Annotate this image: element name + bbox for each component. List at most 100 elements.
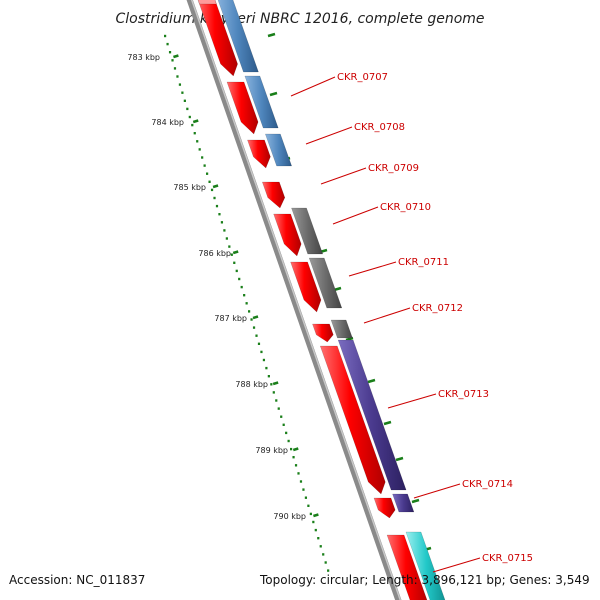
gene-label: CKR_0713 [438,389,489,400]
ruler-dot [225,237,228,240]
forward-gene-arrow [226,81,259,135]
ruler-dot [176,75,179,78]
outer-gene-block [291,207,324,255]
gene-label: CKR_0709 [368,163,419,174]
ruler-dot [280,415,283,418]
kbp-tick-label: 783 kbp [127,53,160,62]
gene-callout-line [332,206,379,225]
ruler-dot [166,42,169,46]
gene-label: CKR_0710 [380,202,431,213]
ruler-dot [257,342,261,345]
kbp-tick-label: 790 kbp [273,512,306,521]
ruler-dot [188,115,191,119]
ruler-dot [292,456,295,459]
kbp-major-tick [313,513,319,518]
gene-callout-line [348,261,397,277]
ruler-dot [183,99,186,102]
ruler-dot [275,399,278,402]
ruler-dot [297,472,300,475]
gene-track-layer [197,0,446,600]
outer-gene-block [244,75,279,129]
ruler-dot [262,358,266,362]
ruler-dot [287,439,290,443]
ruler-dot [302,488,305,491]
gene-callout-line [413,483,461,499]
ruler-dot [312,520,315,524]
ruler-dot [294,464,298,467]
ruler-dot [322,553,325,556]
ruler-dot [270,383,273,386]
ruler-dot [235,269,238,273]
ruler-dot [228,245,231,248]
ruler-dot [213,196,216,200]
ruler-dot [205,172,209,175]
outer-gene-block [392,493,415,513]
ruler-dot [168,51,172,54]
ruler-dot [267,375,270,378]
ruler-dot [307,504,310,507]
forward-gene-arrow [312,323,334,343]
kbp-major-tick [272,381,279,386]
gene-label: CKR_0708 [354,122,405,133]
map-title: Clostridium kluyveri NBRC 12016, complet… [115,11,484,27]
gene-label: CKR_0714 [462,479,513,490]
ruler-dot [178,83,182,86]
outer-gene-block [264,133,293,167]
kbp-major-tick [232,250,239,255]
ruler-dot [220,221,224,224]
gene-callout-line [387,393,437,409]
forward-gene-arrow [290,261,322,313]
gene-callout-line [320,167,367,185]
outer-tick-mark [269,91,278,97]
kbp-ruler-layer: 783 kbp 784 kbp 785 kbp 786 kbp 787 kbp 788 k… [127,32,432,572]
gene-label: CKR_0712 [412,303,463,314]
ruler-dot [238,277,241,281]
forward-gene-arrow [319,345,386,495]
gene-callout-line [432,557,481,573]
accession-text: Accession: NC_011837 [9,573,146,587]
ruler-dot [198,148,201,151]
ruler-dot [247,310,251,313]
gene-label: CKR_0707 [337,72,388,83]
ruler-dot [171,59,174,62]
outer-gene-block [337,339,407,491]
kbp-major-tick [192,119,199,124]
kbp-major-tick [252,315,259,320]
ruler-dot [260,350,263,354]
ruler-dot [299,480,303,483]
ruler-dot [243,294,246,297]
ruler-dot [250,318,253,321]
kbp-major-tick [212,184,219,189]
ruler-dot [196,140,199,143]
forward-gene-arrow [247,139,271,169]
ruler-dot [324,561,327,564]
outer-gene-block [308,257,343,309]
ruler-dot [245,302,248,305]
gene-callout-line [290,76,336,97]
ruler-dot [223,229,226,232]
outer-tick-mark [395,456,404,462]
ruler-dot [289,447,293,451]
outer-tick-mark [367,378,376,384]
genome-backbone-line [186,0,402,600]
gene-callout-line [363,307,411,324]
kbp-tick-label: 784 kbp [151,118,184,127]
ruler-dot [272,391,275,394]
ruler-dot [210,188,214,192]
ruler-dot [285,431,288,435]
ruler-dot [252,326,256,329]
ruler-dot [314,528,317,532]
kbp-major-tick [173,54,179,59]
outer-gene-block [217,0,259,73]
gene-label: CKR_0715 [482,553,533,564]
ruler-dot [282,423,285,426]
topology-text: Topology: circular; Length: 3,896,121 bp… [260,573,590,587]
ruler-dot [255,334,258,337]
ruler-dot [230,253,233,256]
outer-tick-mark [383,420,392,426]
ruler-dot [317,537,320,540]
kbp-tick-label: 788 kbp [235,380,268,389]
ruler-dot [240,285,243,289]
outer-gene-block [330,319,353,339]
